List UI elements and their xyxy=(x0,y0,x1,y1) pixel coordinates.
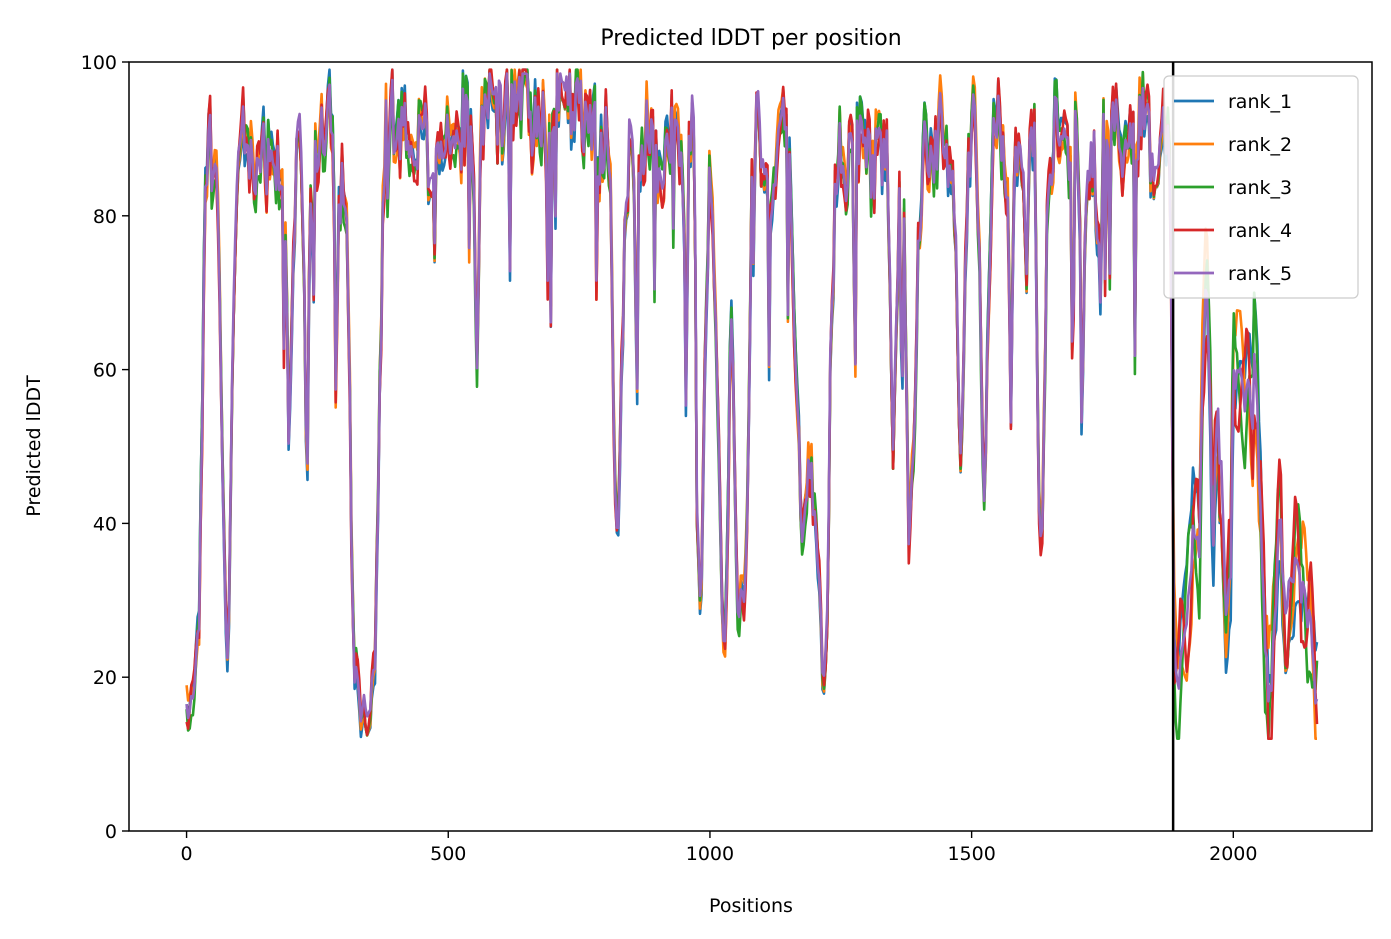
plot-frame xyxy=(128,61,1373,832)
plot-lines xyxy=(185,68,1319,740)
legend-label: rank_4 xyxy=(1228,220,1292,242)
series-line-rank_4 xyxy=(185,68,1319,740)
y-tick-label: 0 xyxy=(105,821,117,843)
x-axis-ticks: 0 500 1000 1500 2000 xyxy=(181,831,1257,865)
y-tick-label: 100 xyxy=(81,52,117,74)
y-axis-ticks: 0 20 40 60 80 100 xyxy=(81,52,129,843)
legend-box xyxy=(1163,75,1359,299)
x-tick-label: 0 xyxy=(181,843,193,865)
x-tick-label: 1000 xyxy=(686,843,734,865)
chart-title: Predicted lDDT per position xyxy=(600,26,901,51)
legend-label: rank_2 xyxy=(1228,134,1292,156)
y-axis-label: Predicted lDDT xyxy=(23,375,45,517)
x-tick-label: 2000 xyxy=(1209,843,1257,865)
x-axis-label: Positions xyxy=(709,895,793,917)
legend-label: rank_5 xyxy=(1228,263,1292,285)
legend: rank_1 rank_2 rank_3 rank_4 rank_5 xyxy=(1163,75,1359,299)
legend-label: rank_3 xyxy=(1228,177,1292,199)
legend-label: rank_1 xyxy=(1228,91,1292,113)
x-tick-label: 1500 xyxy=(947,843,995,865)
y-tick-label: 20 xyxy=(93,667,117,689)
x-tick-label: 500 xyxy=(430,843,466,865)
y-tick-label: 80 xyxy=(93,206,117,228)
y-tick-label: 60 xyxy=(93,360,117,382)
series-line-rank_5 xyxy=(185,72,1319,723)
y-tick-label: 40 xyxy=(93,513,117,535)
